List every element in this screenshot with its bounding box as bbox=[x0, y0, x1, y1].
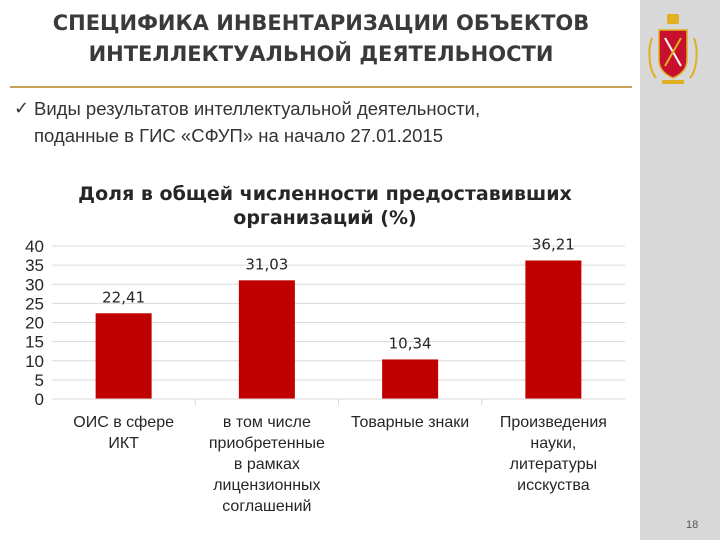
category-label: Товарные знаки bbox=[351, 414, 469, 431]
y-tick-label: 25 bbox=[25, 294, 44, 313]
slide-title-line2: ИНТЕЛЛЕКТУАЛЬНОЙ ДЕЯТЕЛЬНОСТИ bbox=[88, 42, 554, 66]
y-tick-label: 30 bbox=[25, 275, 44, 294]
y-tick-label: 40 bbox=[25, 237, 44, 256]
data-label: 31,03 bbox=[245, 255, 288, 273]
y-tick-label: 35 bbox=[25, 256, 44, 275]
category-label: в том числе bbox=[223, 414, 311, 431]
bar bbox=[525, 260, 582, 399]
bullet-text-line2: поданные в ГИС «СФУП» на начало 27.01.20… bbox=[34, 125, 443, 146]
data-label: 36,21 bbox=[532, 235, 575, 253]
y-tick-label: 20 bbox=[25, 314, 44, 333]
category-label: соглашений bbox=[222, 498, 311, 515]
category-label: литературы bbox=[510, 456, 598, 473]
bar bbox=[238, 280, 295, 399]
y-tick-label: 5 bbox=[35, 371, 44, 390]
slide-title: СПЕЦИФИКА ИНВЕНТАРИЗАЦИИ ОБЪЕКТОВ ИНТЕЛЛ… bbox=[20, 8, 622, 70]
emblem-sceptres bbox=[648, 37, 698, 79]
emblem-base bbox=[662, 80, 684, 84]
category-label: Произведения bbox=[500, 414, 607, 431]
bullet-text-line1: Виды результатов интеллектуальной деятел… bbox=[34, 98, 481, 119]
data-label: 10,34 bbox=[389, 334, 432, 352]
bar bbox=[382, 359, 439, 399]
category-label: приобретенные bbox=[209, 435, 325, 452]
category-label: ОИС в сфере bbox=[73, 414, 174, 431]
emblem-anchor-2 bbox=[664, 37, 682, 67]
data-label: 22,41 bbox=[102, 288, 145, 306]
category-label: исскуства bbox=[517, 477, 590, 494]
bar bbox=[95, 313, 152, 399]
y-tick-label: 0 bbox=[35, 390, 44, 409]
y-tick-label: 10 bbox=[25, 352, 44, 371]
bar-chart: Доля в общей численности предоставившихо… bbox=[25, 183, 625, 515]
side-strip bbox=[640, 0, 720, 540]
emblem-crown bbox=[667, 14, 679, 24]
checkmark-icon: ✓ bbox=[14, 98, 30, 119]
slide-title-line1: СПЕЦИФИКА ИНВЕНТАРИЗАЦИИ ОБЪЕКТОВ bbox=[52, 11, 590, 35]
chart-title-line: Доля в общей численности предоставивших bbox=[78, 183, 572, 205]
y-tick-label: 15 bbox=[25, 333, 44, 352]
page-number: 18 bbox=[686, 519, 699, 531]
category-label: лицензионных bbox=[213, 477, 320, 494]
category-label: ИКТ bbox=[108, 435, 139, 452]
category-label: в рамках bbox=[234, 456, 300, 473]
chart-title-line: организаций (%) bbox=[233, 207, 416, 229]
category-label: науки, bbox=[530, 435, 576, 452]
saint-petersburg-coat-of-arms-icon bbox=[648, 14, 698, 84]
title-divider bbox=[10, 86, 632, 88]
